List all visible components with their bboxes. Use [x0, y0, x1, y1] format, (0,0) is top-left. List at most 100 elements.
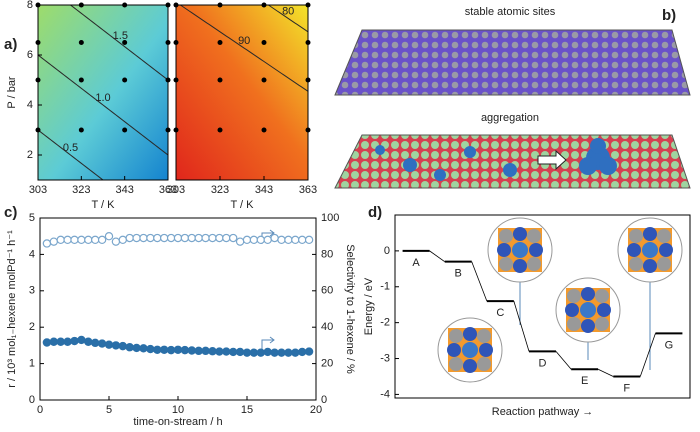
y-tick-label: 3	[29, 285, 35, 297]
data-point	[77, 235, 86, 245]
data-point	[166, 233, 176, 243]
grid-point	[78, 77, 84, 83]
data-point	[84, 337, 93, 346]
connector	[471, 261, 488, 302]
connector	[639, 333, 656, 377]
panel-label: c)	[4, 204, 17, 221]
data-point	[263, 235, 272, 245]
contour-label: 90	[238, 35, 250, 47]
y-tick-label: -3	[380, 352, 390, 364]
data-point	[42, 338, 52, 347]
data-point	[256, 235, 265, 245]
grid-point	[78, 127, 84, 133]
data-point	[284, 235, 293, 245]
heatmap	[38, 5, 168, 180]
data-point	[118, 235, 128, 245]
data-point	[201, 346, 210, 356]
y-tick-label: -4	[380, 388, 390, 400]
data-point	[228, 233, 238, 243]
data-point	[104, 231, 114, 241]
state-label: C	[496, 307, 504, 319]
data-point	[235, 237, 245, 246]
x-axis-label: T / K	[230, 199, 254, 211]
data-point	[139, 233, 148, 243]
grid-point	[122, 40, 128, 45]
data-point	[63, 337, 72, 346]
data-point	[291, 348, 300, 357]
plot-frame	[175, 4, 309, 181]
panel-b-art	[334, 29, 691, 189]
data-point	[277, 348, 286, 357]
connector	[597, 368, 614, 377]
data-point	[187, 346, 196, 355]
data-point	[242, 235, 252, 245]
data-point	[180, 233, 190, 243]
plot-frame	[39, 217, 317, 401]
y2-tick-label: 60	[321, 285, 333, 297]
x-tick-label: 303	[29, 184, 47, 196]
state-label: E	[581, 375, 588, 387]
data-point	[222, 233, 231, 243]
state-label: D	[539, 357, 547, 369]
data-point	[132, 233, 141, 243]
x-axis-label: T / K	[91, 199, 115, 211]
data-point	[49, 337, 59, 346]
contour-line	[38, 129, 104, 180]
grid-point	[217, 40, 223, 45]
data-point	[90, 338, 100, 348]
data-point	[56, 337, 65, 346]
data-point	[249, 348, 259, 357]
connector	[513, 301, 530, 352]
y2-tick-label: 20	[321, 358, 333, 370]
contour-line	[179, 5, 308, 92]
data-point	[208, 233, 217, 243]
data-point	[159, 233, 169, 243]
y-tick-label: 2	[27, 149, 33, 161]
data-point	[235, 347, 245, 357]
data-point	[84, 235, 93, 245]
y-tick-label: 8	[27, 0, 33, 11]
plot-frame	[37, 4, 169, 181]
state-label: B	[455, 268, 462, 280]
data-point	[42, 239, 52, 248]
data-point	[194, 233, 203, 243]
y-axis-label: Energy / eV	[363, 277, 375, 335]
y-tick-label: 0	[29, 394, 35, 406]
data-point	[153, 233, 162, 243]
y-tick-label: 6	[27, 49, 33, 61]
y-axis-label: P / bar	[6, 76, 18, 109]
data-point	[97, 339, 107, 348]
x-tick-label: 323	[72, 184, 90, 196]
grid-point	[261, 40, 267, 45]
data-point	[132, 343, 141, 353]
contour-line	[267, 5, 308, 33]
contour-line	[69, 5, 168, 81]
connector	[555, 351, 572, 370]
data-point	[90, 235, 100, 245]
data-point	[118, 341, 128, 351]
data-point	[56, 235, 65, 245]
y2-axis-label: Selectivity to 1-hexene / %	[344, 244, 356, 374]
y-tick-label: 4	[29, 248, 35, 260]
y2-tick-label: 100	[321, 212, 339, 224]
grid-point	[261, 77, 267, 83]
data-point	[153, 345, 162, 354]
data-point	[304, 347, 314, 356]
data-point	[270, 233, 279, 243]
data-point	[291, 235, 300, 245]
y-tick-label: -2	[380, 317, 390, 329]
data-point	[173, 233, 183, 243]
data-point	[159, 345, 169, 354]
data-point	[208, 347, 217, 356]
data-point	[125, 343, 134, 352]
data-point	[277, 235, 286, 245]
data-point	[70, 336, 79, 346]
y-axis-label: r / 10³ mol₁₋hexene molPd⁻¹ h⁻¹	[6, 230, 18, 388]
y2-tick-label: 0	[321, 394, 327, 406]
y-tick-label: 2	[29, 321, 35, 333]
data-point	[125, 233, 134, 243]
y-tick-label: 4	[27, 99, 33, 111]
data-point	[111, 341, 121, 350]
data-point	[49, 237, 59, 246]
data-point	[187, 233, 196, 243]
